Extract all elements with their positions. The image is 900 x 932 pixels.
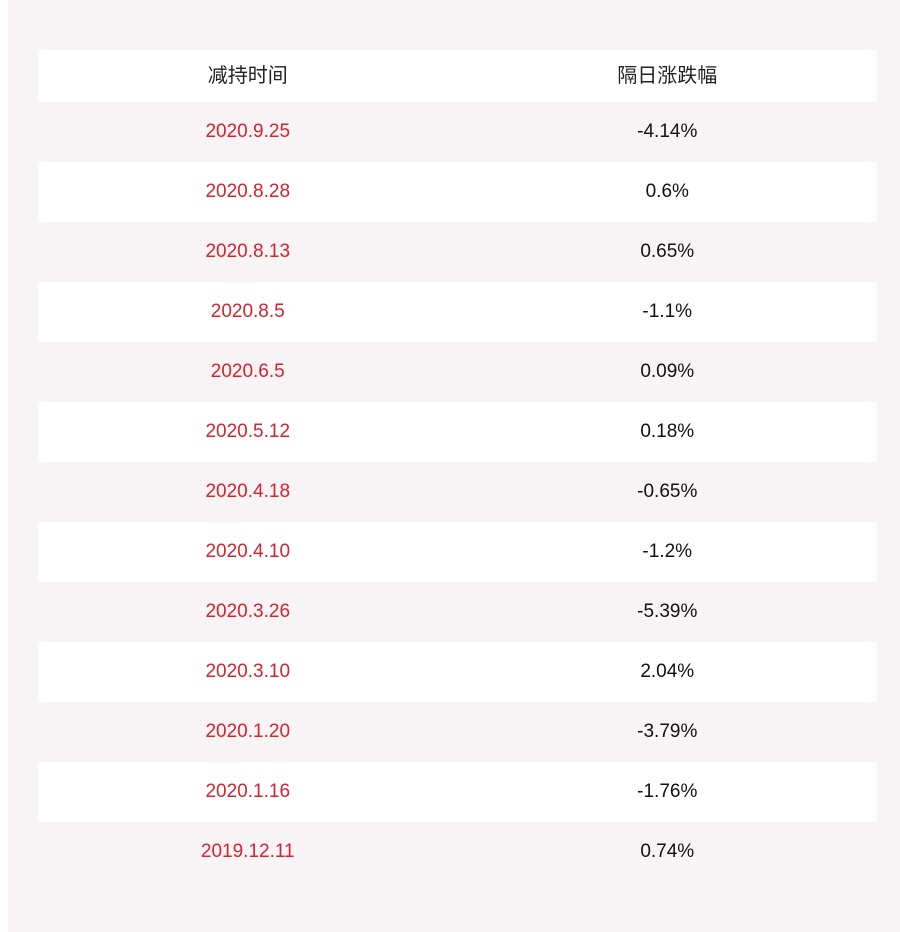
next-day-change-cell: 0.09% — [640, 361, 695, 382]
reduction-date-cell: 2020.9.25 — [205, 121, 291, 142]
reduction-date-cell: 2020.1.16 — [205, 781, 291, 802]
next-day-change-cell: 0.74% — [640, 841, 695, 862]
header-next-day-change: 隔日涨跌幅 — [617, 65, 718, 87]
table-row: 2020.1.16 -1.76% — [38, 762, 877, 822]
reduction-date-cell: 2020.6.5 — [210, 361, 285, 382]
reduction-table: 减持时间 隔日涨跌幅 2020.9.25 -4.14% 2020.8.28 0.6% 2… — [38, 50, 877, 882]
table-row: 2020.3.10 2.04% — [38, 642, 877, 702]
next-day-change-cell: -0.65% — [637, 481, 698, 502]
table-row: 2020.1.20 -3.79% — [38, 702, 877, 762]
reduction-date-cell: 2020.4.10 — [205, 541, 291, 562]
content-panel: 减持时间 隔日涨跌幅 2020.9.25 -4.14% 2020.8.28 0.6% 2… — [8, 0, 900, 932]
reduction-date-cell: 2020.8.13 — [205, 241, 291, 262]
reduction-date-cell: 2020.8.28 — [205, 181, 291, 202]
next-day-change-cell: -1.1% — [642, 301, 693, 322]
reduction-date-cell: 2020.3.10 — [205, 661, 291, 682]
next-day-change-cell: 0.65% — [640, 241, 695, 262]
next-day-change-cell: -4.14% — [637, 121, 698, 142]
reduction-date-cell: 2020.5.12 — [205, 421, 291, 442]
next-day-change-cell: 0.18% — [640, 421, 695, 442]
next-day-change-cell: 2.04% — [640, 661, 695, 682]
table-row: 2019.12.11 0.74% — [38, 822, 877, 882]
table-row: 2020.8.5 -1.1% — [38, 282, 877, 342]
reduction-date-cell: 2020.4.18 — [205, 481, 291, 502]
table-row: 2020.5.12 0.18% — [38, 402, 877, 462]
table-header-row: 减持时间 隔日涨跌幅 — [38, 50, 877, 102]
table-row: 2020.4.10 -1.2% — [38, 522, 877, 582]
next-day-change-cell: -1.76% — [637, 781, 698, 802]
next-day-change-cell: -5.39% — [637, 601, 698, 622]
table-row: 2020.3.26 -5.39% — [38, 582, 877, 642]
table-row: 2020.6.5 0.09% — [38, 342, 877, 402]
table-row: 2020.4.18 -0.65% — [38, 462, 877, 522]
next-day-change-cell: 0.6% — [645, 181, 689, 202]
next-day-change-cell: -1.2% — [642, 541, 693, 562]
table-row: 2020.9.25 -4.14% — [38, 102, 877, 162]
table-row: 2020.8.13 0.65% — [38, 222, 877, 282]
reduction-date-cell: 2020.1.20 — [205, 721, 291, 742]
reduction-date-cell: 2020.3.26 — [205, 601, 291, 622]
table-row: 2020.8.28 0.6% — [38, 162, 877, 222]
header-reduction-date: 减持时间 — [207, 65, 288, 87]
reduction-date-cell: 2019.12.11 — [200, 841, 295, 862]
next-day-change-cell: -3.79% — [637, 721, 698, 742]
reduction-date-cell: 2020.8.5 — [210, 301, 285, 322]
